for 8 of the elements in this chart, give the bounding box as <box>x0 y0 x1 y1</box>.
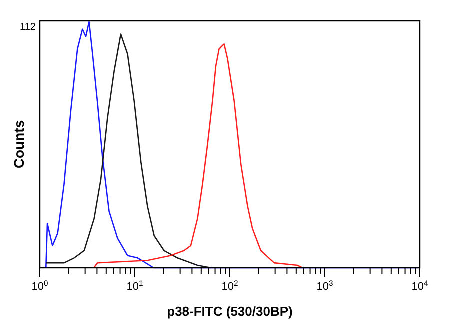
x-tick-label: 10$^{1}$ <box>126 278 144 293</box>
x-tick-label: 10$^{2}$ <box>222 278 238 293</box>
y-axis-title: Counts <box>11 120 27 169</box>
text: 112 <box>20 22 36 33</box>
x-tick-label: 10$^{0}$ <box>32 278 48 293</box>
x-tick-label: 10$^{4}$ <box>412 278 429 293</box>
x-tick-label: 10$^{3}$ <box>316 278 334 293</box>
x-axis-title: p38-FITC (530/30BP) <box>167 304 293 319</box>
